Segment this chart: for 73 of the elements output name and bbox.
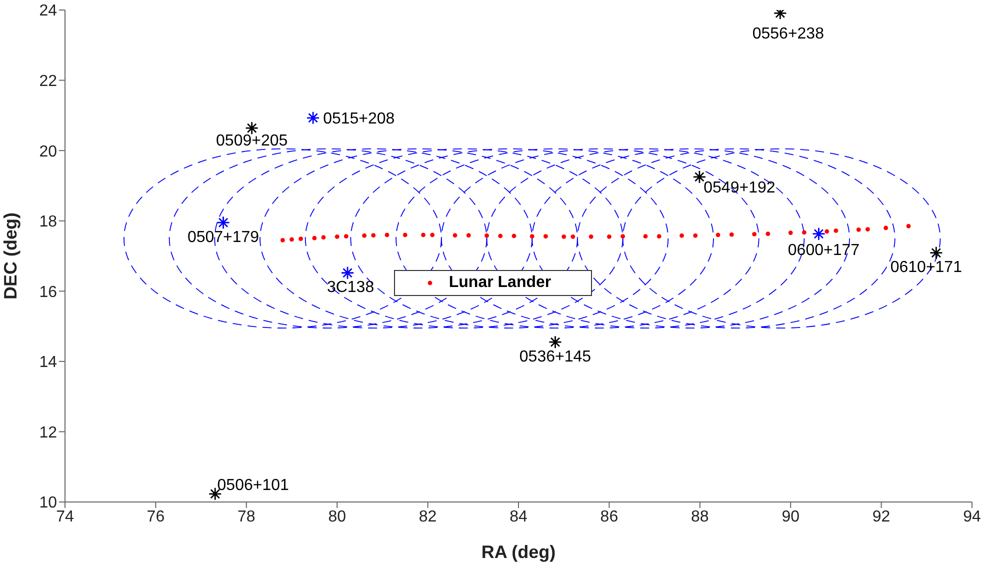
point [570,234,576,239]
annotation: 0610+171 [890,259,962,276]
y-tick-label: 20 [39,143,58,160]
x-tick-label: 80 [328,508,346,526]
point [371,233,376,238]
annotation: 0507+179 [187,228,260,246]
point [906,224,911,228]
point [544,234,548,239]
x-axis-title: RA (deg) [481,542,556,562]
x-tick-label: 86 [600,508,618,526]
point [430,232,435,238]
point [729,232,734,237]
y-tick-label: 22 [39,72,58,90]
point [824,229,830,234]
y-tick-label: 18 [39,214,58,231]
y-tick-label: 10 [39,494,58,512]
annotation: 0509+205 [216,132,288,150]
point [562,234,566,239]
point [656,234,662,239]
annotation: 0556+238 [752,26,824,43]
point [298,236,304,241]
y-tick-label: 14 [39,354,58,372]
point [452,233,458,238]
point [466,233,471,238]
point [362,233,367,238]
x-tick-label: 78 [238,508,256,526]
annotation: 0600+177 [788,242,860,260]
point [402,232,408,238]
point [280,238,285,242]
point [498,234,503,238]
x-tick-label: 90 [782,508,800,526]
point [530,234,534,239]
y-axis-title: DEC (deg) [0,212,20,300]
x-tick-label: 74 [56,508,74,526]
annotation: 0536+145 [519,348,592,366]
point [693,233,698,238]
point [321,235,326,240]
y-tick-label: 12 [39,424,58,442]
x-tick-label: 88 [691,508,709,526]
annotation: 0515+208 [323,110,395,128]
point [607,234,612,239]
point [716,232,720,238]
annotation: 3C138 [326,279,374,296]
x-tick-label: 84 [510,508,528,526]
legend-label: Lunar Lander [448,274,552,292]
point [884,226,888,230]
point [834,228,838,233]
point [484,233,489,238]
point [384,232,390,238]
x-tick-label: 82 [418,508,437,526]
point [344,234,348,239]
point [788,230,793,236]
point [643,234,648,239]
point [421,232,426,238]
point [680,233,684,238]
point [512,234,516,238]
point [802,230,806,235]
x-tick-label: 76 [146,508,165,526]
annotation: 0506+101 [217,476,290,494]
point [865,227,870,232]
point [334,234,340,239]
annotation: 0549+192 [704,179,776,196]
x-tick-label: 94 [963,508,981,526]
point [766,232,770,236]
point [290,237,294,242]
y-tick-label: 24 [39,2,58,20]
x-tick-label: 92 [872,508,890,526]
point [752,232,757,236]
point [856,227,861,232]
point [620,234,626,239]
y-tick-label: 16 [39,284,58,301]
point [312,236,317,240]
point [588,234,594,239]
